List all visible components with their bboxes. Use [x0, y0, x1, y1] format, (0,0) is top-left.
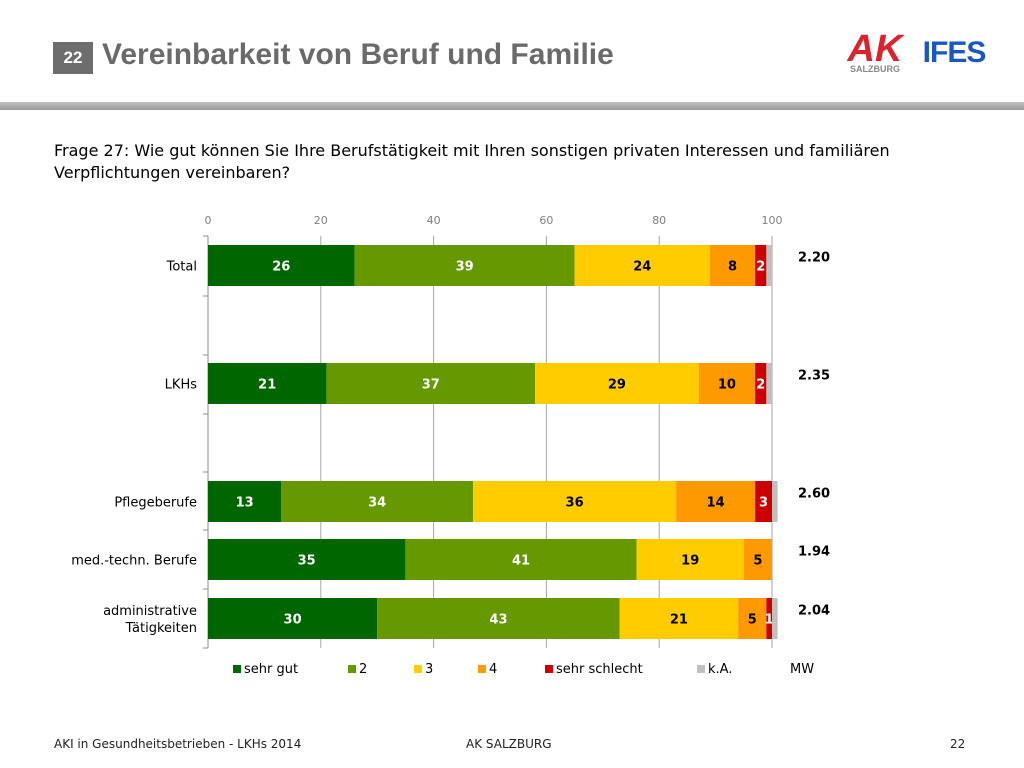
- bar-value-label: 5: [753, 554, 762, 569]
- footer-center-text: AK SALZBURG: [466, 737, 552, 751]
- bar-segment: [676, 481, 756, 522]
- category-label: Pflegeberufe: [114, 496, 197, 511]
- legend-mw-label: MW: [790, 662, 814, 677]
- page-title: Vereinbarkeit von Beruf und Familie: [102, 38, 614, 71]
- bar-value-label: 21: [258, 378, 276, 393]
- bar-segment: [755, 363, 767, 404]
- x-tick-label: 40: [427, 214, 441, 227]
- legend-label: 2: [359, 662, 367, 677]
- mw-value: 2.60: [798, 487, 830, 502]
- bar-segment: [766, 245, 772, 286]
- category-label: med.-techn. Berufe: [71, 554, 197, 569]
- bar-segment: [766, 598, 772, 639]
- bar-value-label: 3: [759, 496, 768, 511]
- mw-value: 1.94: [798, 545, 830, 560]
- category-label: administrative: [103, 604, 197, 619]
- x-tick-label: 80: [652, 214, 666, 227]
- bar-value-label: 30: [284, 613, 302, 628]
- bar-value-label: 8: [728, 260, 737, 275]
- bar-segment: [281, 481, 474, 522]
- ifes-logo: IFES: [923, 36, 987, 66]
- bar-value-label: 2: [756, 260, 765, 275]
- bar-segment: [772, 481, 778, 522]
- bar-segment: [766, 363, 772, 404]
- bar-segment: [473, 481, 677, 522]
- bar-segment: [619, 598, 739, 639]
- legend-swatch: [545, 665, 553, 673]
- bar-segment: [208, 598, 378, 639]
- mw-value: 2.20: [798, 251, 830, 266]
- bar-value-label: 19: [681, 554, 699, 569]
- bar-segment: [743, 539, 772, 580]
- bar-value-label: 37: [422, 378, 440, 393]
- bar-value-label: 5: [748, 613, 757, 628]
- bar-value-label: 43: [489, 613, 507, 628]
- category-label: Total: [166, 260, 197, 275]
- legend-swatch: [478, 665, 486, 673]
- bar-value-label: 24: [633, 260, 651, 275]
- bar-segment: [208, 245, 355, 286]
- bar-segment: [574, 245, 710, 286]
- bar-value-label: 13: [236, 496, 254, 511]
- bar-segment: [326, 363, 536, 404]
- bar-segment: [208, 539, 406, 580]
- bar-value-label: 10: [718, 378, 736, 393]
- bar-value-label: 29: [608, 378, 626, 393]
- x-tick-label: 20: [314, 214, 328, 227]
- ifes-logo-text: IFES: [923, 36, 986, 66]
- bar-segment: [636, 539, 744, 580]
- category-label: LKHs: [165, 378, 198, 393]
- survey-question: Frage 27: Wie gut können Sie Ihre Berufs…: [54, 141, 890, 182]
- bar-value-label: 26: [272, 260, 290, 275]
- bar-value-label: 36: [566, 496, 584, 511]
- bar-value-label: 1: [765, 613, 774, 628]
- bar-segment: [772, 598, 778, 639]
- bar-segment: [698, 363, 756, 404]
- legend-label: 3: [425, 662, 433, 677]
- x-tick-label: 100: [762, 214, 783, 227]
- ak-logo-letters: AK: [847, 28, 905, 70]
- legend-swatch: [414, 665, 422, 673]
- x-tick-label: 0: [205, 214, 212, 227]
- bar-segment: [377, 598, 620, 639]
- bar-segment: [208, 363, 327, 404]
- legend-label: k.A.: [708, 662, 732, 677]
- footer-page-number: 22: [950, 737, 966, 751]
- mw-value: 2.04: [798, 604, 830, 619]
- bar-value-label: 2: [756, 378, 765, 393]
- ak-salzburg-logo: AK SALZBURG: [847, 28, 905, 74]
- legend-swatch: [348, 665, 356, 673]
- legend-label: 4: [489, 662, 497, 677]
- bar-value-label: 39: [456, 260, 474, 275]
- ak-logo-subtitle: SALZBURG: [850, 64, 900, 74]
- legend-swatch: [233, 665, 241, 673]
- bar-segment: [738, 598, 767, 639]
- bar-value-label: 21: [670, 613, 688, 628]
- slide-number-badge: 22: [53, 42, 93, 74]
- header-divider: [0, 102, 1024, 110]
- legend-label: sehr gut: [244, 662, 298, 677]
- bar-value-label: 41: [512, 554, 530, 569]
- mw-value: 2.35: [798, 369, 830, 384]
- bar-segment: [354, 245, 575, 286]
- legend-label: sehr schlecht: [556, 662, 643, 677]
- bar-value-label: 14: [707, 496, 725, 511]
- footer-left-text: AKI in Gesundheitsbetrieben - LKHs 2014: [54, 737, 302, 751]
- bar-value-label: 35: [298, 554, 316, 569]
- legend-swatch: [697, 665, 705, 673]
- category-label: Tätigkeiten: [125, 621, 197, 636]
- bar-value-label: 34: [368, 496, 386, 511]
- bar-segment: [755, 481, 772, 522]
- bar-segment: [709, 245, 756, 286]
- bar-segment: [405, 539, 637, 580]
- bar-segment: [535, 363, 699, 404]
- x-tick-label: 60: [539, 214, 553, 227]
- bar-segment: [755, 245, 767, 286]
- bar-segment: [208, 481, 282, 522]
